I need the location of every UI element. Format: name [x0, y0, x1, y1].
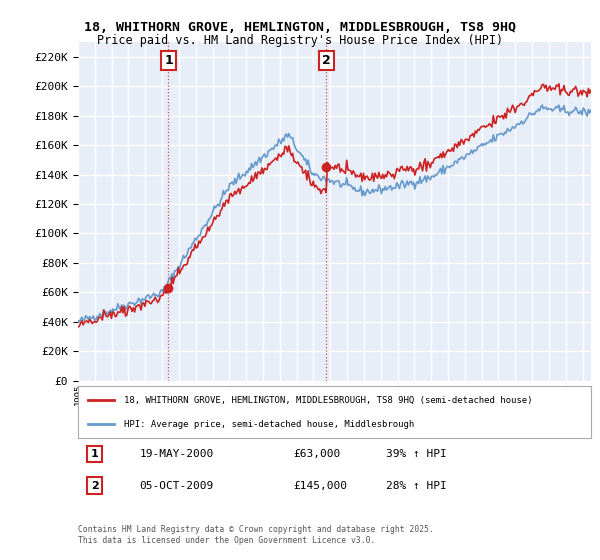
Text: 2: 2: [91, 480, 98, 491]
Text: 19-MAY-2000: 19-MAY-2000: [140, 449, 214, 459]
Text: 1: 1: [91, 449, 98, 459]
Text: 1: 1: [164, 54, 173, 67]
Text: Price paid vs. HM Land Registry's House Price Index (HPI): Price paid vs. HM Land Registry's House …: [97, 34, 503, 46]
Text: 28% ↑ HPI: 28% ↑ HPI: [386, 480, 446, 491]
Text: 2: 2: [322, 54, 331, 67]
Text: 39% ↑ HPI: 39% ↑ HPI: [386, 449, 446, 459]
Text: £63,000: £63,000: [293, 449, 341, 459]
Text: HPI: Average price, semi-detached house, Middlesbrough: HPI: Average price, semi-detached house,…: [124, 419, 415, 428]
Text: £145,000: £145,000: [293, 480, 347, 491]
Text: 05-OCT-2009: 05-OCT-2009: [140, 480, 214, 491]
Text: 18, WHITHORN GROVE, HEMLINGTON, MIDDLESBROUGH, TS8 9HQ (semi-detached house): 18, WHITHORN GROVE, HEMLINGTON, MIDDLESB…: [124, 396, 533, 405]
Text: 18, WHITHORN GROVE, HEMLINGTON, MIDDLESBROUGH, TS8 9HQ: 18, WHITHORN GROVE, HEMLINGTON, MIDDLESB…: [84, 21, 516, 34]
Text: Contains HM Land Registry data © Crown copyright and database right 2025.
This d: Contains HM Land Registry data © Crown c…: [78, 525, 434, 545]
